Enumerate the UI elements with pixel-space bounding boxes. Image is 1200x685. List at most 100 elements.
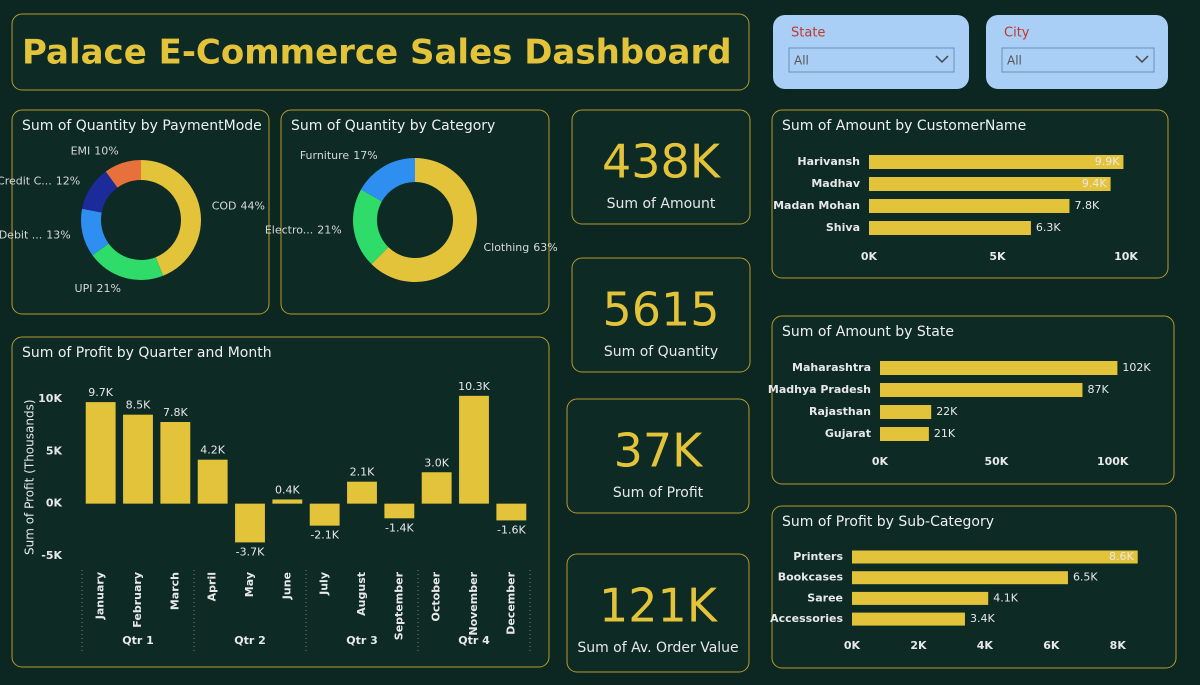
value-label: 8.5K xyxy=(126,399,151,412)
value-label: 21K xyxy=(934,427,956,440)
kpi-label: Sum of Av. Order Value xyxy=(577,640,738,656)
slicer-dropdown[interactable] xyxy=(788,47,955,73)
slicer-value: All xyxy=(794,54,809,68)
x-tick-label: 0K xyxy=(872,455,889,468)
slice-name: UPI xyxy=(75,282,93,295)
chevron xyxy=(935,55,949,64)
bar xyxy=(852,591,989,605)
group-label: Qtr 3 xyxy=(346,634,378,647)
slice-label: Furniture 17% xyxy=(300,149,378,162)
chart-title: Sum of Quantity by Category xyxy=(291,118,495,134)
kpi-value: 37K xyxy=(614,424,705,478)
donut-slice xyxy=(92,243,164,281)
donut-slice xyxy=(141,159,202,276)
kpi-card xyxy=(566,553,750,673)
y-tick-label: -5K xyxy=(41,549,62,562)
x-tick-label: September xyxy=(392,571,405,640)
kpi-card xyxy=(566,398,750,514)
donut-slice xyxy=(371,158,478,282)
chart-panel xyxy=(771,315,1175,485)
chart-title: Sum of Profit by Quarter and Month xyxy=(22,345,272,361)
slice-label: EMI 10% xyxy=(71,145,119,158)
kpi-card xyxy=(571,109,751,225)
x-tick-label: 8K xyxy=(1110,639,1127,652)
kpi-value: 5615 xyxy=(602,283,719,337)
donut-slice xyxy=(360,158,415,202)
x-tick-label: October xyxy=(430,571,443,621)
value-label: 6.5K xyxy=(1073,571,1098,584)
slice-name: Electro... xyxy=(265,223,313,236)
slice-label: Electro... 21% xyxy=(265,223,342,236)
bar xyxy=(880,383,1083,397)
slice-value: 13% xyxy=(46,229,70,242)
x-tick-label: 4K xyxy=(977,639,994,652)
chart-panel xyxy=(771,505,1177,669)
value-label: -1.4K xyxy=(385,521,414,534)
x-tick-label: January xyxy=(94,572,107,620)
slice-value: 44% xyxy=(241,200,265,213)
value-label: 3.0K xyxy=(424,456,449,469)
slice-name: EMI xyxy=(71,145,91,158)
value-label: 2.1K xyxy=(350,466,375,479)
value-label: 22K xyxy=(936,405,958,418)
slice-label: Debit ... 13% xyxy=(0,229,71,242)
slice-value: 12% xyxy=(56,174,80,187)
y-tick-label: Maharashtra xyxy=(792,361,871,374)
bar xyxy=(309,503,340,526)
y-tick-label: Saree xyxy=(807,591,843,604)
x-tick-label: 0K xyxy=(844,639,861,652)
y-tick-label: Accessories xyxy=(770,612,843,625)
bar xyxy=(869,155,1124,169)
slice-name: COD xyxy=(212,200,237,213)
value-label: 10.3K xyxy=(458,380,490,393)
x-tick-label: 50K xyxy=(984,455,1008,468)
value-label: 87K xyxy=(1087,383,1109,396)
y-tick-label: Harivansh xyxy=(797,155,860,168)
x-tick-label: May xyxy=(243,572,256,597)
x-tick-label: 2K xyxy=(910,639,927,652)
chart-title: Sum of Amount by CustomerName xyxy=(782,118,1026,134)
slicer-label: State xyxy=(791,26,825,41)
bar xyxy=(880,361,1118,375)
x-tick-label: February xyxy=(131,572,144,628)
donut-slice xyxy=(81,208,109,256)
donut-slice xyxy=(353,189,389,265)
bar xyxy=(869,221,1031,235)
bar xyxy=(421,472,452,504)
bar xyxy=(852,612,965,626)
slicer-value: All xyxy=(1007,54,1022,68)
slice-label: COD 44% xyxy=(212,200,265,213)
bar xyxy=(384,503,415,519)
slice-value: 21% xyxy=(317,223,341,236)
value-label: 4.1K xyxy=(993,591,1018,604)
value-label: -1.6K xyxy=(497,523,526,536)
kpi-value: 121K xyxy=(599,579,719,633)
y-tick-label: Shiva xyxy=(826,221,860,234)
value-label: 3.4K xyxy=(970,612,995,625)
value-label: 9.7K xyxy=(88,386,113,399)
chart-title: Sum of Profit by Sub-Category xyxy=(782,514,994,530)
chart-panel xyxy=(771,109,1169,279)
x-tick-label: 100K xyxy=(1097,455,1129,468)
x-tick-label: December xyxy=(504,571,517,634)
bar xyxy=(852,571,1068,585)
x-tick-label: April xyxy=(206,572,219,601)
donut-slice xyxy=(105,160,141,188)
x-tick-label: November xyxy=(467,571,480,635)
chart-panel xyxy=(11,109,270,315)
slicer-dropdown[interactable] xyxy=(1001,47,1155,73)
bar xyxy=(496,503,527,521)
x-tick-label: July xyxy=(318,572,331,596)
bar xyxy=(160,422,191,504)
slice-name: Furniture xyxy=(300,149,350,162)
x-tick-label: June xyxy=(280,572,293,600)
bar xyxy=(459,395,489,504)
slice-value: 21% xyxy=(96,282,120,295)
x-tick-label: 6K xyxy=(1043,639,1060,652)
bar xyxy=(197,459,228,504)
slice-value: 63% xyxy=(533,241,557,254)
value-label: 8.6K xyxy=(1109,550,1134,563)
bar xyxy=(852,550,1138,564)
